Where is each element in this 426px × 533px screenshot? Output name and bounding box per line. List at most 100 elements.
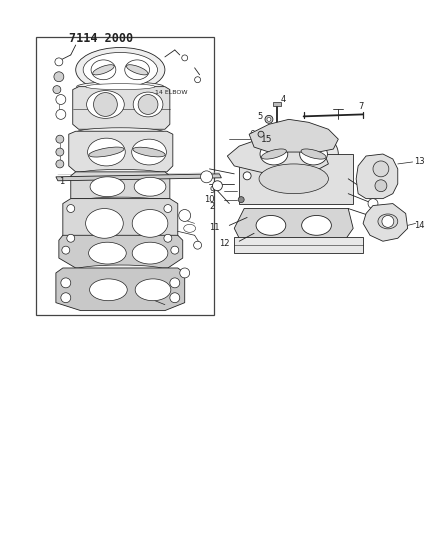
- Text: 7114 2000: 7114 2000: [69, 31, 132, 45]
- Ellipse shape: [77, 128, 164, 136]
- Ellipse shape: [87, 138, 125, 166]
- Ellipse shape: [377, 214, 397, 229]
- Circle shape: [179, 268, 189, 278]
- Ellipse shape: [261, 149, 286, 159]
- Circle shape: [66, 205, 75, 213]
- Polygon shape: [69, 131, 173, 172]
- Ellipse shape: [248, 127, 337, 181]
- Circle shape: [178, 209, 190, 221]
- Ellipse shape: [256, 215, 285, 235]
- Polygon shape: [56, 174, 221, 181]
- Circle shape: [164, 235, 171, 242]
- Ellipse shape: [77, 82, 164, 92]
- Circle shape: [62, 246, 69, 254]
- Text: 2: 2: [209, 202, 214, 211]
- Circle shape: [194, 77, 200, 83]
- Circle shape: [170, 278, 179, 288]
- Ellipse shape: [132, 209, 167, 237]
- Circle shape: [372, 214, 382, 223]
- Ellipse shape: [299, 143, 327, 165]
- Circle shape: [53, 86, 60, 94]
- Ellipse shape: [132, 242, 167, 264]
- Ellipse shape: [86, 208, 123, 238]
- Ellipse shape: [301, 215, 331, 235]
- Text: 14: 14: [413, 221, 423, 230]
- Ellipse shape: [183, 224, 195, 232]
- Ellipse shape: [90, 177, 124, 197]
- Circle shape: [56, 94, 66, 104]
- Circle shape: [367, 199, 377, 208]
- Ellipse shape: [89, 147, 124, 157]
- Ellipse shape: [135, 279, 170, 301]
- Polygon shape: [362, 204, 407, 241]
- Bar: [239, 154, 352, 204]
- Ellipse shape: [259, 143, 287, 165]
- Text: 14 ELBOW: 14 ELBOW: [155, 90, 187, 95]
- Circle shape: [357, 184, 367, 193]
- Circle shape: [212, 181, 222, 191]
- Circle shape: [381, 215, 393, 228]
- Polygon shape: [227, 139, 328, 176]
- Polygon shape: [248, 119, 337, 152]
- Ellipse shape: [86, 84, 155, 90]
- Circle shape: [56, 135, 63, 143]
- Ellipse shape: [126, 64, 147, 75]
- Circle shape: [170, 293, 179, 303]
- Text: 10: 10: [204, 195, 214, 204]
- Text: 9: 9: [209, 186, 214, 195]
- Circle shape: [243, 172, 250, 180]
- Text: 12: 12: [218, 239, 229, 248]
- Polygon shape: [56, 268, 184, 311]
- Ellipse shape: [75, 265, 164, 275]
- Polygon shape: [59, 235, 182, 268]
- Circle shape: [238, 197, 244, 203]
- Polygon shape: [234, 208, 352, 238]
- Text: 5: 5: [256, 112, 262, 121]
- Circle shape: [93, 93, 117, 116]
- Ellipse shape: [134, 177, 165, 196]
- Circle shape: [56, 148, 63, 156]
- Ellipse shape: [131, 139, 166, 165]
- Bar: [234, 237, 362, 253]
- Ellipse shape: [75, 47, 164, 92]
- Text: 8: 8: [320, 147, 325, 156]
- Ellipse shape: [374, 164, 386, 174]
- Ellipse shape: [86, 91, 124, 118]
- Circle shape: [374, 180, 386, 192]
- Circle shape: [60, 278, 71, 288]
- Circle shape: [66, 235, 75, 242]
- Text: 4: 4: [280, 95, 285, 104]
- Ellipse shape: [83, 52, 157, 87]
- Ellipse shape: [300, 149, 325, 159]
- Circle shape: [170, 246, 178, 254]
- Circle shape: [164, 205, 171, 213]
- Circle shape: [54, 72, 63, 82]
- Text: 7: 7: [357, 102, 363, 111]
- Bar: [36, 37, 214, 314]
- Text: 6: 6: [248, 130, 254, 139]
- Ellipse shape: [91, 60, 115, 80]
- Polygon shape: [63, 199, 177, 248]
- Circle shape: [265, 115, 272, 123]
- Ellipse shape: [132, 147, 165, 157]
- Circle shape: [55, 58, 63, 66]
- Bar: [272, 102, 280, 107]
- Circle shape: [138, 94, 158, 115]
- Circle shape: [200, 171, 212, 183]
- Polygon shape: [71, 172, 170, 199]
- Circle shape: [56, 109, 66, 119]
- Text: 3: 3: [237, 158, 242, 167]
- Polygon shape: [355, 154, 397, 199]
- Circle shape: [266, 117, 270, 122]
- Text: 15: 15: [260, 135, 272, 144]
- Circle shape: [257, 131, 263, 137]
- Circle shape: [193, 241, 201, 249]
- Ellipse shape: [124, 60, 149, 80]
- Text: 13: 13: [413, 157, 423, 166]
- Ellipse shape: [78, 197, 163, 206]
- Ellipse shape: [78, 169, 163, 179]
- Ellipse shape: [88, 242, 126, 264]
- Ellipse shape: [92, 64, 114, 75]
- Text: 11: 11: [208, 223, 219, 232]
- Ellipse shape: [89, 279, 127, 301]
